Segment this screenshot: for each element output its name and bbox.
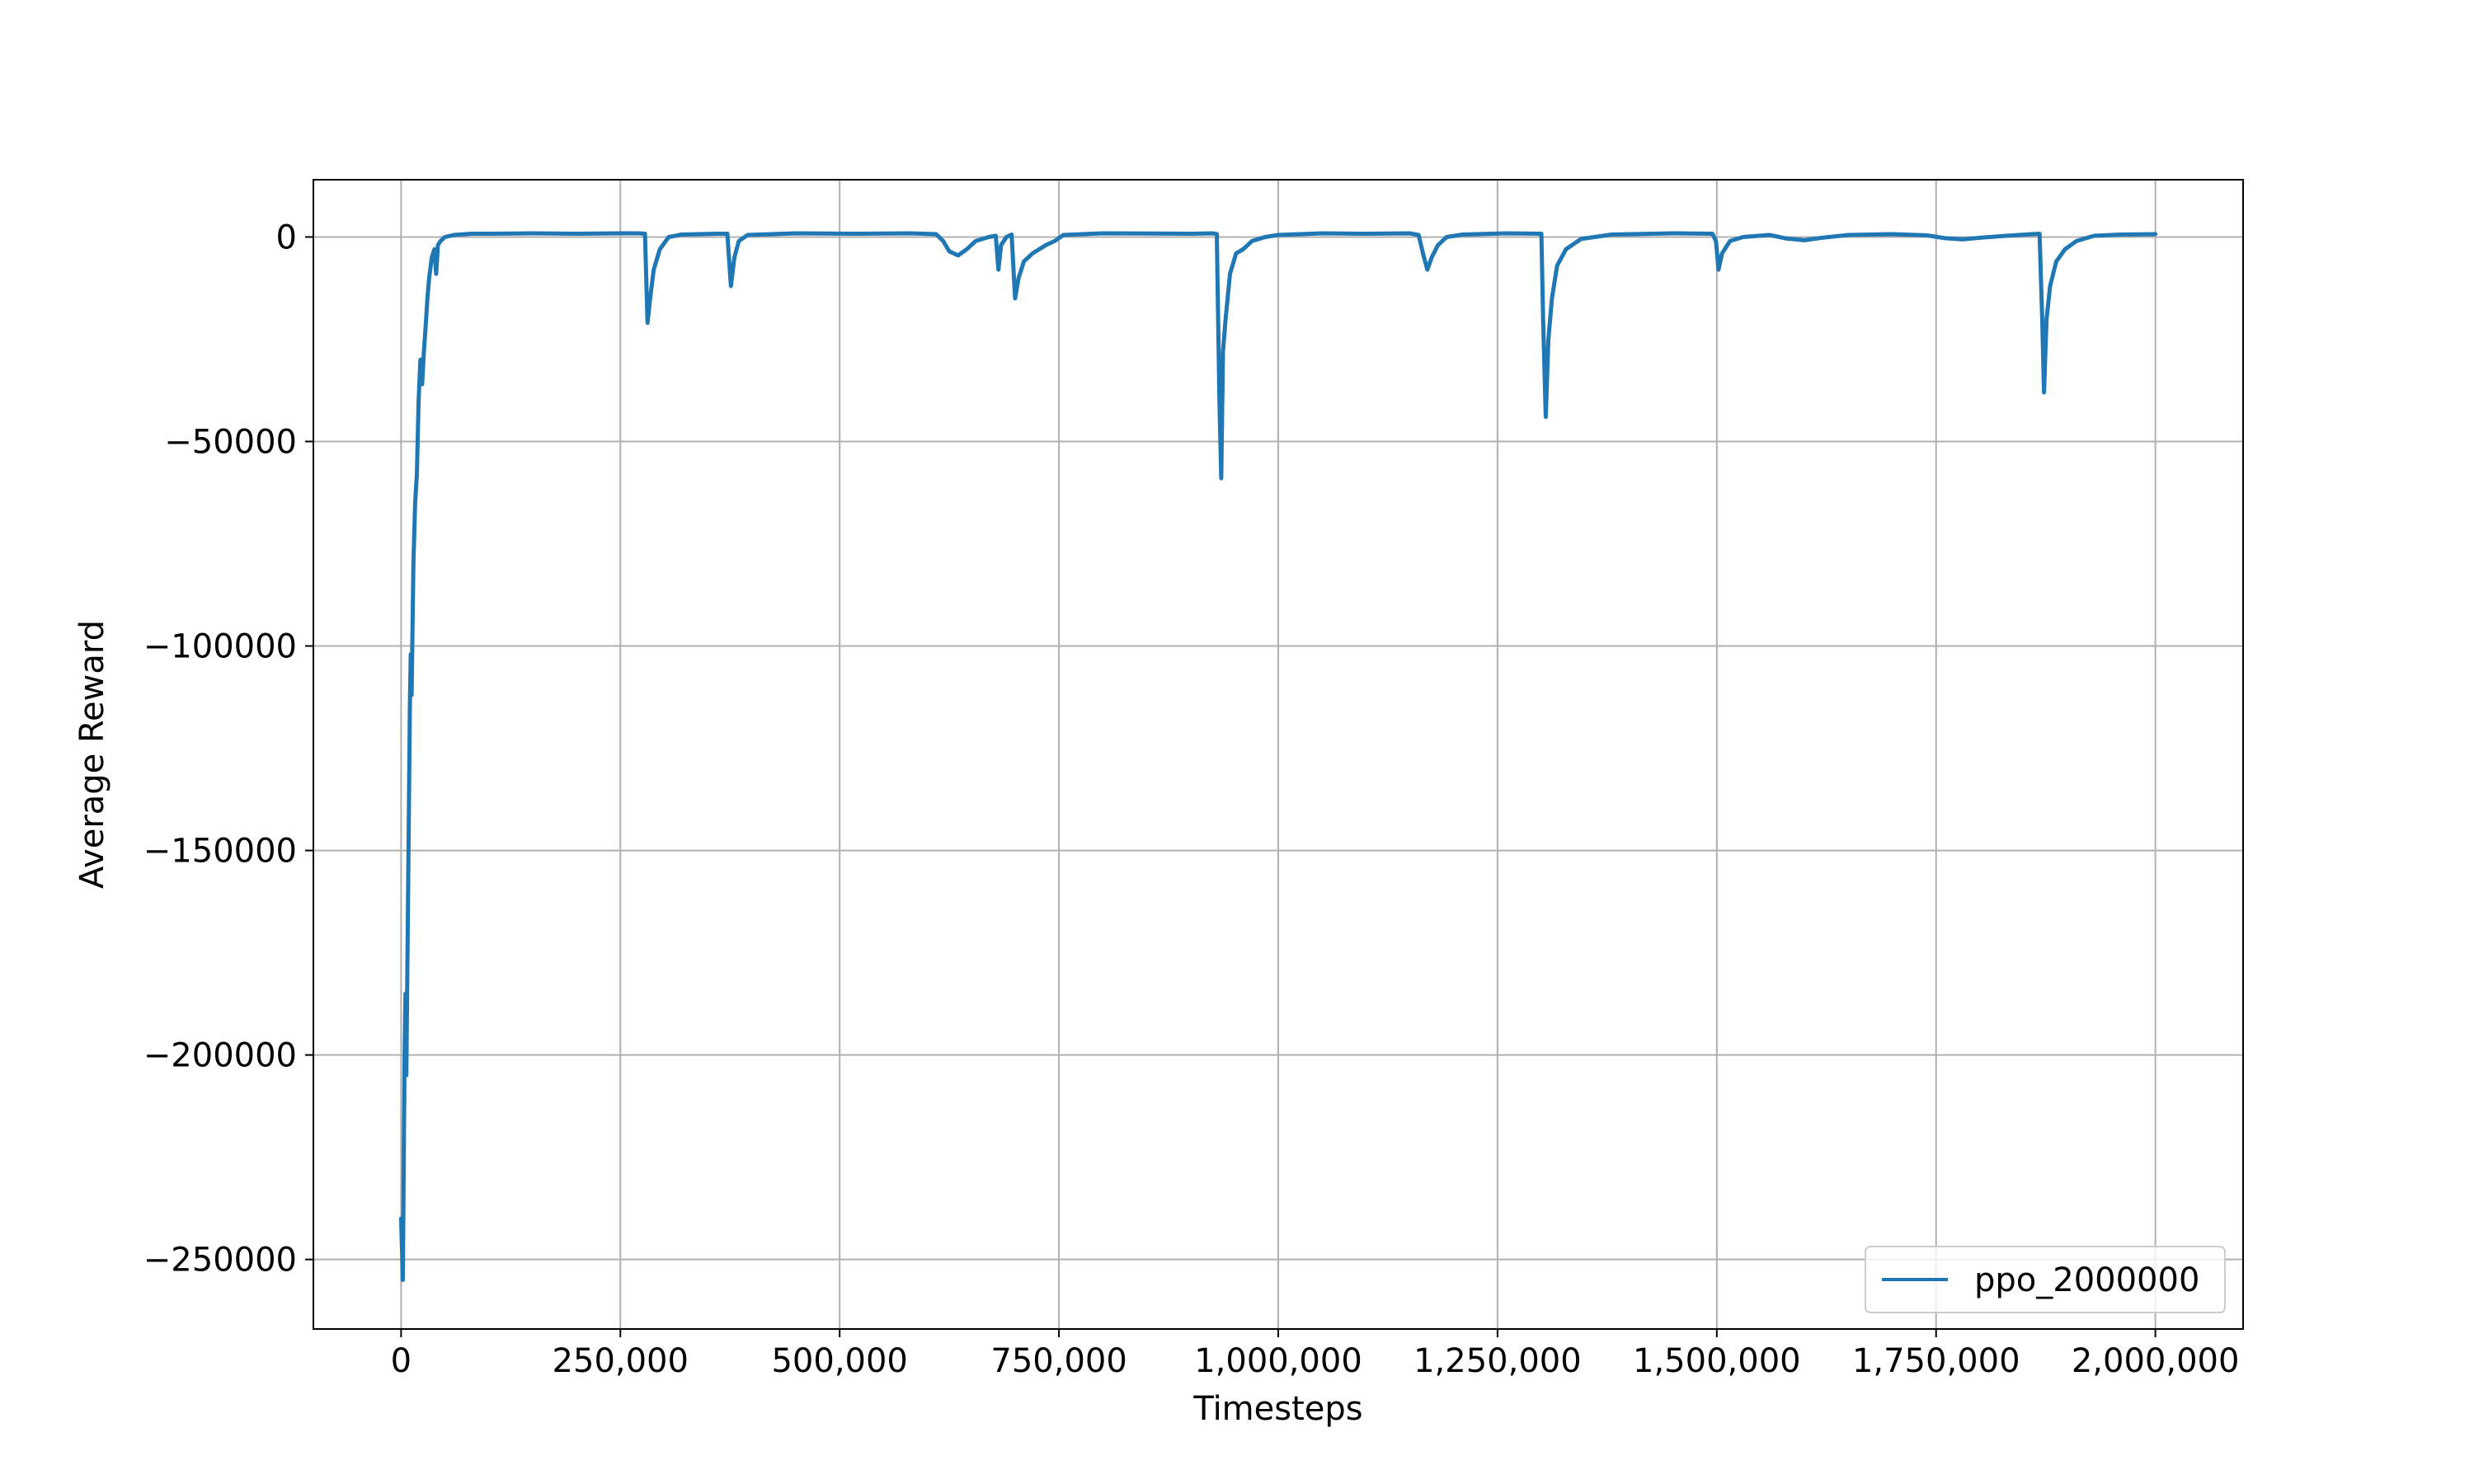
legend-label-ppo-2000000: ppo_2000000	[1974, 1261, 2199, 1299]
series-layer	[398, 231, 2158, 1282]
legend: ppo_2000000	[1865, 1246, 2226, 1313]
legend-box	[1865, 1246, 2226, 1313]
x-tick-label: 1,000,000	[1194, 1342, 1362, 1380]
y-tick-label: −100000	[143, 628, 297, 666]
x-tick-label: 1,250,000	[1413, 1342, 1582, 1380]
x-tick-label: 2,000,000	[2072, 1342, 2240, 1380]
x-tick-label: 250,000	[553, 1342, 689, 1380]
x-tick-label: 1,500,000	[1633, 1342, 1801, 1380]
x-tick-label: 1,750,000	[1852, 1342, 2020, 1380]
y-tick-label: −150000	[143, 833, 297, 871]
y-tick-label: −50000	[164, 423, 297, 461]
y-tick-label: 0	[276, 218, 297, 256]
x-axis-label: Timesteps	[1192, 1390, 1362, 1428]
y-axis-label: Average Reward	[73, 620, 111, 889]
x-tick-label: 750,000	[990, 1342, 1126, 1380]
series-line-ppo-2000000	[398, 231, 2158, 1282]
y-tick-label: −250000	[143, 1242, 297, 1280]
ticks: 0 250,000 500,000 750,000 1,000,000 1,250,000…	[143, 218, 2240, 1380]
x-tick-label: 0	[391, 1342, 412, 1380]
y-tick-label: −200000	[143, 1037, 297, 1075]
x-tick-label: 500,000	[771, 1342, 907, 1380]
